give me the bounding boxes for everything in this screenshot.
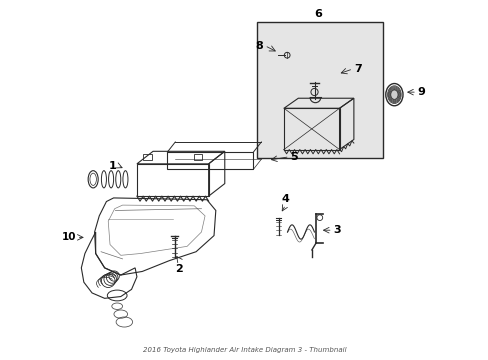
Bar — [193, 154, 202, 161]
Bar — [257, 22, 382, 158]
Text: 9: 9 — [417, 87, 425, 97]
Text: 7: 7 — [353, 64, 361, 74]
Text: 5: 5 — [290, 152, 297, 162]
Text: 4: 4 — [281, 194, 289, 204]
Ellipse shape — [390, 90, 397, 99]
Bar — [143, 154, 152, 161]
Text: 2016 Toyota Highlander Air Intake Diagram 3 - Thumbnail: 2016 Toyota Highlander Air Intake Diagra… — [142, 347, 346, 353]
Text: 8: 8 — [255, 41, 263, 50]
Bar — [167, 152, 253, 169]
Text: 2: 2 — [175, 264, 183, 274]
Text: 3: 3 — [333, 225, 340, 235]
Text: 1: 1 — [108, 161, 116, 171]
Text: 6: 6 — [313, 9, 321, 19]
Text: 10: 10 — [61, 232, 76, 242]
